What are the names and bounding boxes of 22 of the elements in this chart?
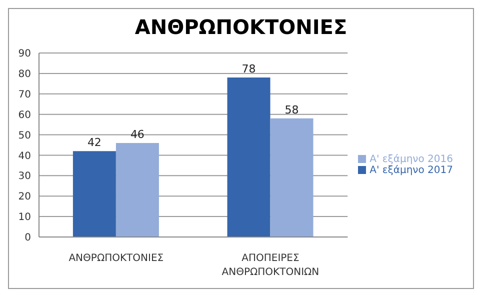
x-tick-label: ΑΠΟΠΕΙΡΕΣ ΑΝΘΡΩΠΟΚΤΟΝΙΩΝ bbox=[222, 253, 320, 278]
y-tick-label: 90 bbox=[18, 48, 31, 60]
y-tick-label: 40 bbox=[18, 150, 31, 162]
bar bbox=[270, 118, 314, 237]
legend-label: Α' εξάμηνο 2016 bbox=[370, 154, 453, 165]
legend-label: Α' εξάμηνο 2017 bbox=[370, 165, 453, 176]
y-tick-label: 80 bbox=[18, 68, 31, 80]
data-label: 46 bbox=[130, 128, 144, 141]
bar bbox=[116, 142, 159, 237]
data-label: 42 bbox=[87, 136, 102, 150]
y-tick-label: 60 bbox=[18, 110, 31, 121]
y-tick-label: 0 bbox=[24, 232, 31, 244]
chart-title: ΑΝΘΡΩΠΟΚΤΟΝΙΕΣ bbox=[134, 14, 348, 41]
data-label: 58 bbox=[284, 103, 299, 116]
y-tick-label: 50 bbox=[18, 130, 31, 142]
y-tick-label: 30 bbox=[18, 171, 31, 182]
bar bbox=[227, 78, 270, 237]
y-tick-label: 10 bbox=[18, 212, 31, 224]
y-tick-label: 70 bbox=[18, 89, 31, 100]
bar bbox=[72, 151, 116, 237]
data-label: 78 bbox=[242, 62, 256, 76]
y-tick-label: 20 bbox=[18, 192, 31, 203]
